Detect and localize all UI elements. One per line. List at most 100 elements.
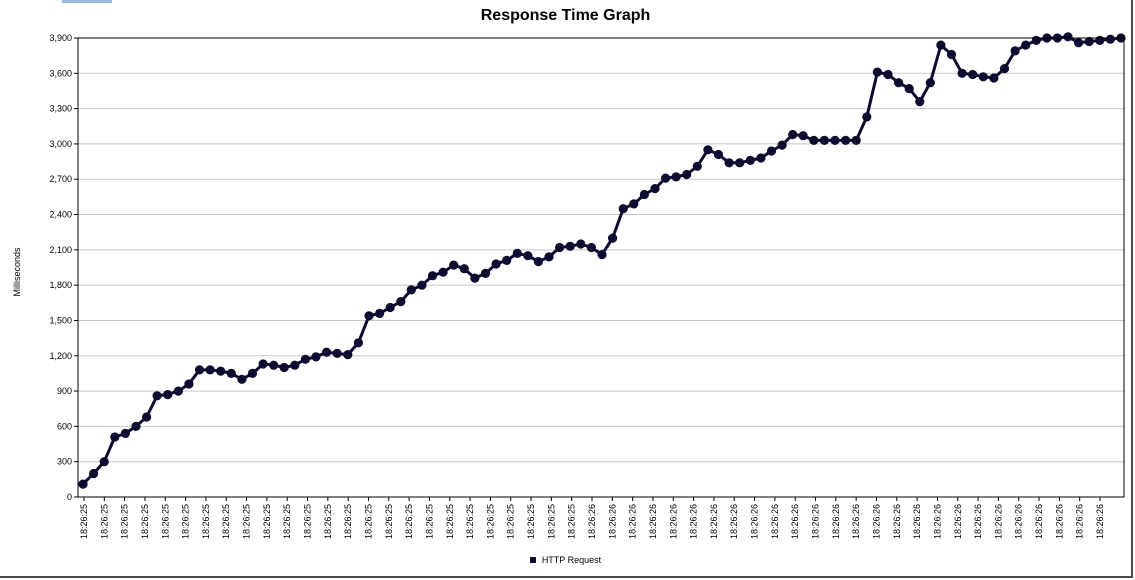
x-tick-label: 18:26:25	[404, 504, 414, 539]
data-point	[184, 379, 194, 389]
data-point	[1105, 34, 1115, 44]
data-point	[703, 145, 713, 155]
x-tick-label: 18:26:26	[587, 504, 597, 539]
data-point	[798, 131, 808, 141]
x-tick-label: 18:26:25	[221, 504, 231, 539]
data-point	[438, 267, 448, 277]
x-tick-label: 18:26:26	[770, 504, 780, 539]
data-point	[671, 172, 681, 182]
data-point	[777, 140, 787, 150]
x-axis-ticks: 18:26:25 18:26:25 18:26:25 18:26:25 18:26:25…	[79, 497, 1105, 539]
data-point	[163, 390, 173, 400]
data-point	[258, 359, 268, 369]
data-point	[682, 169, 692, 180]
data-point	[417, 280, 427, 290]
x-tick-label: 18:26:25	[363, 504, 373, 539]
y-tick-label: 1,500	[49, 315, 72, 325]
data-point	[724, 158, 734, 168]
gridlines	[78, 37, 1124, 498]
y-tick-label: 3,000	[49, 139, 72, 149]
chart-title: Response Time Graph	[480, 7, 651, 24]
y-tick-label: 3,300	[49, 104, 72, 114]
legend-swatch	[529, 557, 536, 563]
data-point	[841, 135, 851, 145]
data-point	[661, 173, 671, 183]
data-point	[1021, 40, 1031, 50]
data-point	[809, 135, 819, 145]
data-series	[78, 32, 1126, 489]
x-tick-label: 18:26:25	[424, 504, 434, 539]
y-tick-label: 0	[67, 492, 72, 502]
data-point	[449, 260, 459, 270]
data-point	[396, 297, 406, 307]
y-tick-label: 2,100	[49, 245, 72, 255]
data-point	[586, 242, 597, 253]
x-tick-label: 18:26:26	[973, 504, 983, 539]
data-point	[576, 239, 586, 249]
data-point	[597, 250, 607, 260]
data-point	[269, 360, 279, 370]
tab-indicator	[62, 0, 112, 3]
x-tick-label: 18:26:26	[1075, 504, 1085, 539]
data-point	[131, 421, 141, 431]
x-tick-label: 18:26:25	[242, 504, 252, 539]
y-tick-label: 600	[57, 421, 72, 431]
data-point	[406, 285, 416, 295]
data-point	[533, 257, 544, 267]
data-point	[957, 68, 967, 78]
data-point	[1031, 35, 1041, 46]
x-tick-label: 18:26:26	[1014, 504, 1024, 539]
x-tick-label: 18:26:25	[303, 504, 313, 539]
data-point	[491, 259, 501, 269]
data-point	[555, 242, 565, 253]
x-tick-label: 18:26:25	[445, 504, 455, 539]
x-tick-label: 18:26:26	[1095, 504, 1105, 539]
data-point	[1084, 36, 1094, 47]
x-tick-label: 18:26:25	[526, 504, 536, 539]
x-tick-label: 18:26:25	[465, 504, 475, 539]
data-point	[279, 362, 289, 373]
x-tick-label: 18:26:25	[384, 504, 394, 539]
data-point	[936, 40, 946, 50]
data-point	[290, 360, 300, 370]
x-tick-label: 18:26:26	[668, 504, 678, 539]
data-point	[205, 365, 215, 375]
data-point	[1095, 35, 1105, 46]
x-tick-label: 18:26:25	[201, 504, 211, 539]
x-tick-label: 18:26:26	[750, 504, 760, 539]
data-point	[650, 184, 660, 194]
x-tick-label: 18:26:25	[262, 504, 272, 539]
x-tick-label: 18:26:25	[160, 504, 170, 539]
data-point	[216, 366, 226, 376]
data-point	[364, 311, 374, 321]
data-point	[946, 49, 957, 60]
x-tick-label: 18:26:25	[282, 504, 292, 539]
x-tick-label: 18:26:26	[648, 504, 658, 539]
x-tick-label: 18:26:26	[851, 504, 861, 539]
x-tick-label: 18:26:25	[567, 504, 577, 539]
data-point	[385, 302, 395, 313]
data-point	[999, 64, 1010, 74]
data-point	[120, 428, 130, 438]
data-point	[480, 268, 491, 278]
legend-label: HTTP Request	[541, 555, 602, 565]
data-point	[565, 241, 575, 251]
data-point	[194, 365, 205, 375]
x-tick-label: 18:26:25	[323, 504, 333, 539]
data-point	[247, 368, 258, 378]
data-point	[89, 468, 99, 479]
data-point	[735, 158, 745, 168]
data-point	[142, 412, 152, 422]
plot-area-border	[77, 37, 1125, 498]
data-point	[1074, 38, 1084, 48]
x-tick-label: 18:26:26	[689, 504, 699, 539]
data-point	[925, 78, 935, 88]
x-tick-label: 18:26:26	[912, 504, 922, 539]
data-point	[173, 386, 183, 396]
data-point	[502, 255, 512, 265]
data-point	[78, 479, 88, 489]
y-tick-label: 3,900	[49, 33, 72, 43]
data-point	[300, 354, 310, 364]
